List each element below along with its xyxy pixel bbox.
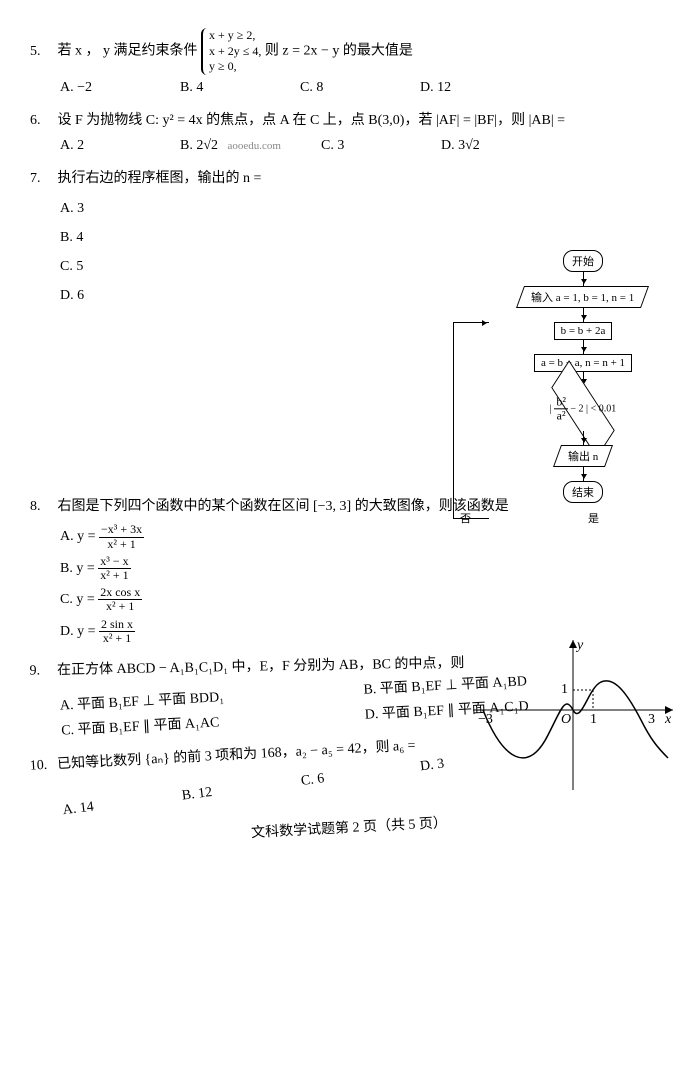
q5-opt-b: B. 4 — [180, 75, 260, 100]
q8-a-frac: −x³ + 3x x² + 1 — [99, 523, 144, 550]
q8-opt-b: B. y = x³ − x x² + 1 — [60, 555, 668, 582]
q6-options: A. 2 B. 2√2 aooedu.com C. 3 D. 3√2 — [60, 133, 668, 158]
q8-c-frac: 2x cos x x² + 1 — [98, 586, 142, 613]
q7-opt-b: B. 4 — [60, 225, 668, 250]
q6-opt-b: B. 2√2 aooedu.com — [180, 133, 281, 158]
flow-no-label: 否 — [460, 510, 471, 526]
q8-b-den: x² + 1 — [98, 569, 130, 582]
flow-condition: | b² a² − 2 | < 0.01 — [528, 386, 638, 431]
flow-arrow-icon — [583, 308, 584, 322]
q5-stem-b: 则 z = 2x − y 的最大值是 — [265, 44, 413, 59]
q8-d-frac: 2 sin x x² + 1 — [99, 618, 135, 645]
q8-b-frac: x³ − x x² + 1 — [98, 555, 130, 582]
q10-opt-d: D. 3 — [419, 744, 501, 779]
q5-num: 5. — [30, 39, 54, 64]
q6-num: 6. — [30, 108, 54, 133]
q8-opt-c: C. y = 2x cos x x² + 1 — [60, 586, 668, 613]
flow-arrow-icon — [583, 340, 584, 354]
flowchart: 开始 输入 a = 1, b = 1, n = 1 b = b + 2a a =… — [488, 250, 678, 503]
flow-arrow-icon — [583, 431, 584, 445]
q8-d-num: 2 sin x — [99, 618, 135, 632]
q8-c-label: C. y = — [60, 592, 98, 607]
q8-a-den: x² + 1 — [99, 538, 144, 551]
q6-opt-c: C. 3 — [321, 133, 401, 158]
q8-a-label: A. y = — [60, 529, 99, 544]
q6-stem: 设 F 为抛物线 C: y² = 4x 的焦点，点 A 在 C 上，点 B(3,… — [58, 113, 566, 128]
q8-opt-a: A. y = −x³ + 3x x² + 1 — [60, 523, 668, 550]
question-8: 8. 右图是下列四个函数中的某个函数在区间 [−3, 3] 的大致图像，则该函数… — [30, 494, 668, 645]
flow-input: 输入 a = 1, b = 1, n = 1 — [516, 286, 649, 308]
q5-system: x + y ≥ 2, x + 2y ≤ 4, y ≥ 0, — [201, 28, 261, 75]
flow-cond-rest: − 2 | < 0.01 — [570, 403, 616, 414]
q8-c-num: 2x cos x — [98, 586, 142, 600]
question-6: 6. 设 F 为抛物线 C: y² = 4x 的焦点，点 A 在 C 上，点 B… — [30, 108, 668, 158]
q5-sys2: x + 2y ≤ 4, — [209, 44, 261, 60]
q8-b-label: B. y = — [60, 561, 98, 576]
flow-start: 开始 — [563, 250, 603, 272]
q7-stem: 执行右边的程序框图，输出的 n = — [58, 171, 262, 186]
q5-sys1: x + y ≥ 2, — [209, 28, 261, 44]
flow-arrow-icon — [583, 467, 584, 481]
q8-d-den: x² + 1 — [99, 632, 135, 645]
q5-options: A. −2 B. 4 C. 8 D. 12 — [60, 75, 668, 100]
flow-cond-num: b² — [554, 395, 568, 409]
q6-opt-d: D. 3√2 — [441, 133, 521, 158]
question-9: 9. 在正方体 ABCD − A₁B₁C₁D₁ 中，E，F 分别为 AB，BC … — [29, 647, 668, 734]
flow-loop-arrow — [453, 322, 489, 519]
q5-opt-c: C. 8 — [300, 75, 380, 100]
q8-num: 8. — [30, 494, 54, 519]
q8-b-num: x³ − x — [98, 555, 130, 569]
q8-options: A. y = −x³ + 3x x² + 1 B. y = x³ − x x² … — [60, 523, 668, 645]
q5-sys3: y ≥ 0, — [209, 59, 261, 75]
q6-opt-a: A. 2 — [60, 133, 140, 158]
q6-opt-b-text: B. 2√2 — [180, 138, 218, 153]
q7-num: 7. — [30, 166, 54, 191]
q5-opt-d: D. 12 — [420, 75, 500, 100]
flow-arrow-icon — [583, 272, 584, 286]
watermark: aooedu.com — [228, 140, 281, 152]
flow-cond-label: | b² a² − 2 | < 0.01 — [528, 395, 638, 422]
flow-step2: a = b − a, n = n + 1 — [534, 354, 632, 372]
flow-step1: b = b + 2a — [554, 322, 613, 340]
q8-stem: 右图是下列四个函数中的某个函数在区间 [−3, 3] 的大致图像，则该函数是 — [58, 499, 509, 514]
q7-opt-a: A. 3 — [60, 196, 668, 221]
flow-input-text: 输入 a = 1, b = 1, n = 1 — [531, 289, 634, 305]
q10-opt-c: C. 6 — [300, 759, 382, 794]
flow-output-text: 输出 n — [568, 448, 598, 464]
q10-opt-a: A. 14 — [61, 788, 143, 823]
q8-a-num: −x³ + 3x — [99, 523, 144, 537]
q10-opt-b: B. 12 — [180, 774, 262, 809]
q5-opt-a: A. −2 — [60, 75, 140, 100]
flow-cond-den: a² — [554, 409, 568, 422]
flow-yes-label: 是 — [588, 510, 599, 526]
question-5: 5. 若 x ， y 满足约束条件 x + y ≥ 2, x + 2y ≤ 4,… — [30, 28, 668, 100]
q9-num: 9. — [29, 658, 53, 684]
flow-cond-bar1: | — [550, 403, 552, 414]
q8-d-label: D. y = — [60, 624, 99, 639]
q8-c-den: x² + 1 — [98, 600, 142, 613]
flow-output: 输出 n — [553, 445, 613, 467]
flow-cond-frac: b² a² — [554, 395, 568, 422]
y-axis-arrow-icon — [569, 640, 577, 648]
q5-stem-a: 若 x ， y 满足约束条件 — [58, 44, 198, 59]
q10-num: 10. — [29, 752, 54, 778]
flow-end: 结束 — [563, 481, 603, 503]
